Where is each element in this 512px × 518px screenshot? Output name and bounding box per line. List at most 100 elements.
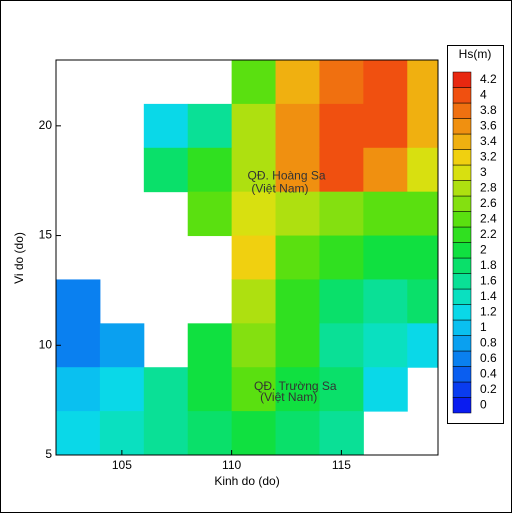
colorbar-swatch <box>452 226 472 243</box>
colorbar-label: 2.4 <box>480 211 497 225</box>
colorbar-label: 4 <box>480 87 487 101</box>
cell <box>275 235 320 280</box>
colorbar-swatch <box>452 304 472 321</box>
cell <box>363 235 408 280</box>
cell <box>407 191 438 237</box>
cell <box>407 60 438 105</box>
colorbar-label: 2.2 <box>480 227 497 241</box>
colorbar-swatch <box>452 381 472 398</box>
colorbar-swatch <box>452 288 472 305</box>
colorbar-label: 1.4 <box>480 289 497 303</box>
cell <box>56 411 101 455</box>
annotation: QĐ. Hoàng Sa <box>247 168 325 182</box>
cell <box>275 323 320 368</box>
cell <box>56 367 101 412</box>
colorbar-label: 3.8 <box>480 103 497 117</box>
colorbar-swatch <box>452 273 472 290</box>
cell <box>407 235 438 280</box>
cell <box>275 367 320 412</box>
colorbar-swatch <box>452 164 472 181</box>
colorbar-swatch <box>452 335 472 352</box>
colorbar-label: 1.6 <box>480 273 497 287</box>
cell <box>363 191 408 237</box>
cell <box>99 411 145 455</box>
colorbar-swatch <box>452 195 472 212</box>
cell <box>319 60 364 105</box>
colorbar-swatch <box>452 257 472 274</box>
cell <box>275 103 320 149</box>
cell <box>143 147 189 193</box>
colorbar-label: 0.6 <box>480 351 497 365</box>
colorbar-swatch <box>452 71 472 88</box>
cell <box>231 235 277 280</box>
colorbar-swatch <box>452 350 472 367</box>
y-axis-label: Vi do (do) <box>12 232 26 284</box>
cell <box>99 323 145 368</box>
colorbar-label: 3 <box>480 165 487 179</box>
cell <box>231 367 277 412</box>
colorbar-label: 0 <box>480 397 487 411</box>
cell <box>407 147 438 193</box>
colorbar-label: 3.4 <box>480 134 497 148</box>
cell <box>319 279 364 324</box>
colorbar-label: 0.4 <box>480 366 497 380</box>
cell <box>363 279 408 324</box>
colorbar-swatch <box>452 102 472 119</box>
cell <box>363 60 408 105</box>
cell <box>407 279 438 324</box>
colorbar-label: 3.6 <box>480 118 497 132</box>
cell <box>319 191 364 237</box>
y-tick-label: 20 <box>39 118 53 132</box>
cell <box>231 191 277 237</box>
colorbar-swatch <box>452 118 472 135</box>
colorbar-label: 0.8 <box>480 335 497 349</box>
colorbar-swatch <box>452 366 472 383</box>
cell <box>275 191 320 237</box>
x-tick-label: 105 <box>112 458 132 472</box>
colorbar-swatch <box>452 149 472 166</box>
y-tick-label: 5 <box>45 447 52 461</box>
cell <box>319 411 364 455</box>
cell <box>231 411 277 455</box>
cell <box>319 367 364 412</box>
colorbar-swatch <box>452 133 472 150</box>
colorbar-swatch <box>452 242 472 259</box>
cell <box>187 411 233 455</box>
cell <box>363 367 408 412</box>
cell <box>187 323 233 368</box>
cell <box>56 323 101 368</box>
annotation: QĐ. Trường Sa <box>254 379 337 393</box>
cell <box>231 323 277 368</box>
x-tick-label: 110 <box>222 458 241 472</box>
colorbar-label: 0.2 <box>480 382 497 396</box>
cell <box>275 147 320 193</box>
colorbar-label: 1.8 <box>480 258 497 272</box>
cell <box>275 60 320 105</box>
cell <box>187 367 233 412</box>
cell <box>319 235 364 280</box>
cell <box>187 191 233 237</box>
colorbar-label: 2 <box>480 242 487 256</box>
colorbar-label: 3.2 <box>480 149 497 163</box>
cell <box>56 279 101 324</box>
x-axis-label: Kinh do (do) <box>214 474 279 488</box>
colorbar-label: 4.2 <box>480 72 497 86</box>
colorbar-label: 2.6 <box>480 196 497 210</box>
cell <box>407 323 438 368</box>
cell <box>187 147 233 193</box>
cell <box>275 411 320 455</box>
colorbar-title: Hs(m) <box>459 47 492 61</box>
y-tick-label: 10 <box>39 337 53 351</box>
colorbar-swatch <box>452 180 472 197</box>
annotation: (Việt Nam) <box>260 390 317 404</box>
cell <box>363 103 408 149</box>
colorbar-swatch <box>452 211 472 228</box>
colorbar-label: 1 <box>480 320 487 334</box>
cell <box>187 103 233 149</box>
colorbar-swatch <box>452 87 472 104</box>
cell <box>319 103 364 149</box>
cell <box>407 103 438 149</box>
cell <box>99 367 145 412</box>
colorbar-swatch <box>452 397 472 414</box>
